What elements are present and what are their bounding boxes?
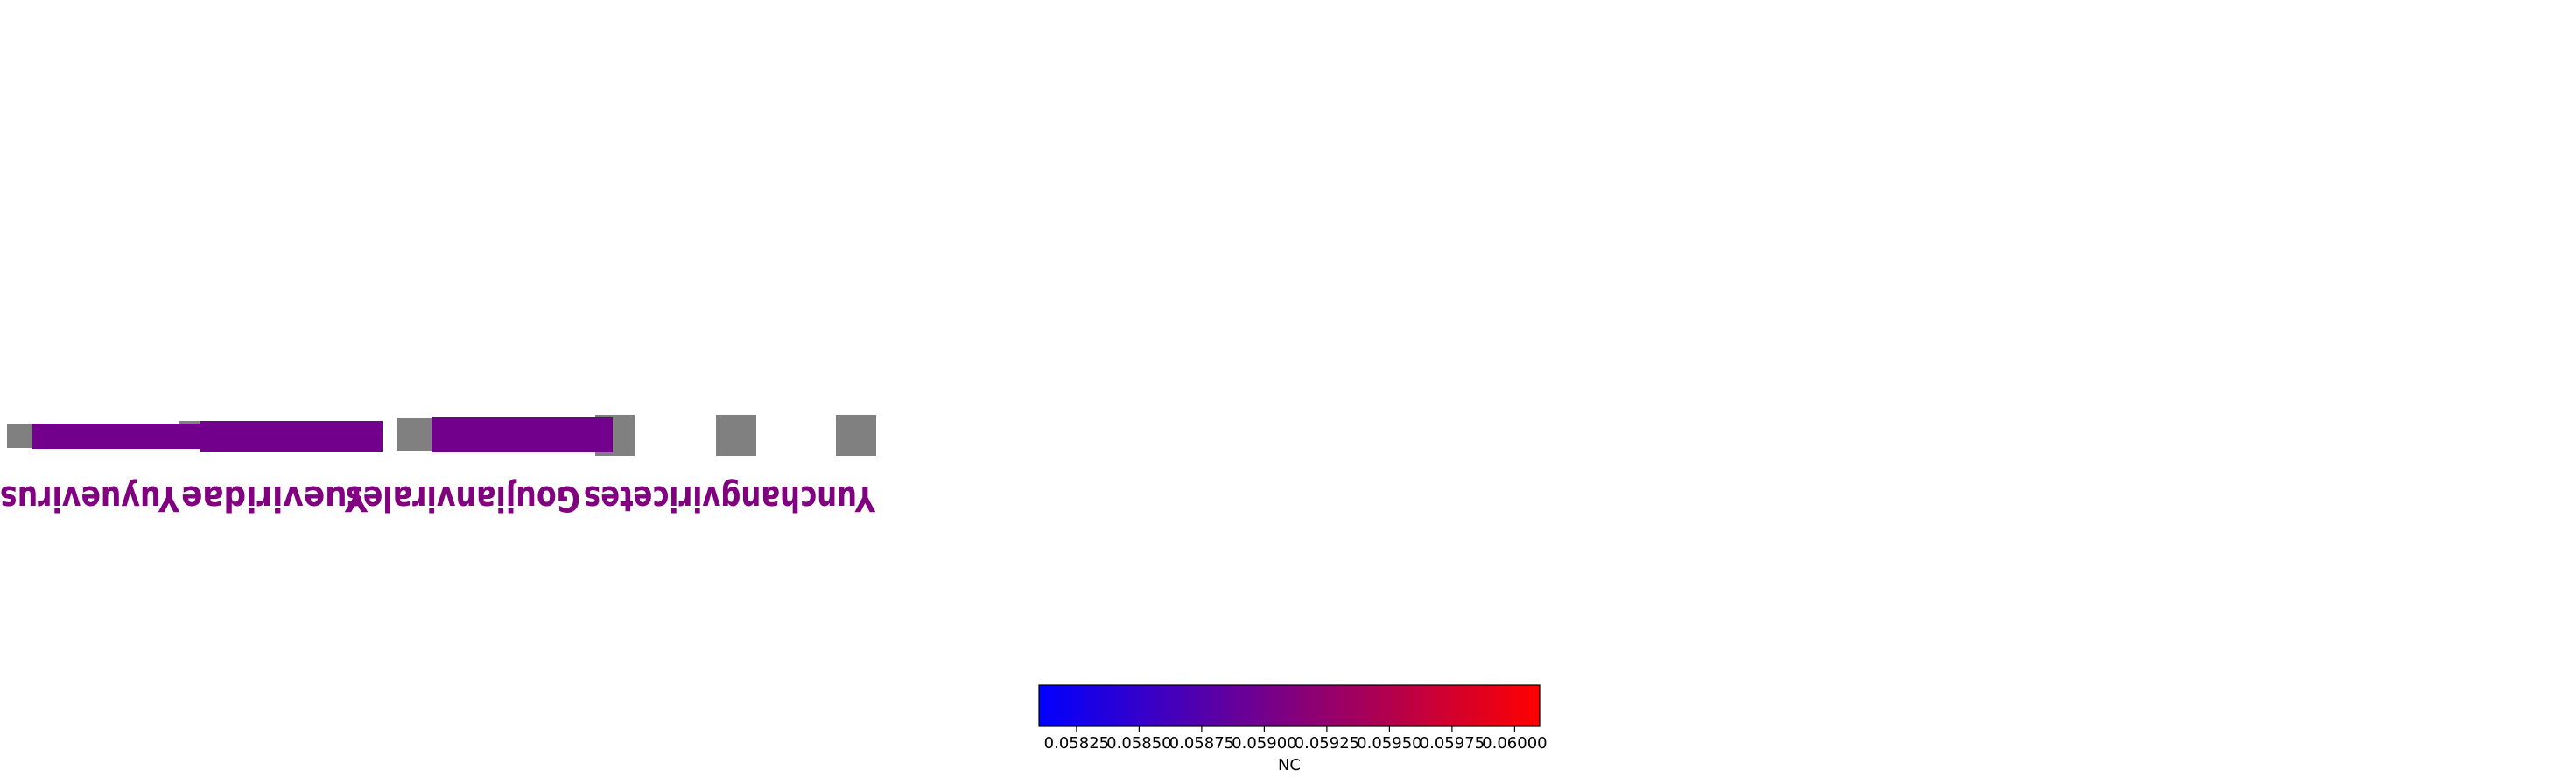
colorbar-ticks: 0.058250.058500.058750.059000.059250.059… <box>1044 726 1548 753</box>
rank-label: Yuyuevirus <box>0 478 180 518</box>
rank-bar <box>200 421 383 452</box>
rank-tile-missing <box>7 424 32 448</box>
rank-label: Yunchangviricetes <box>584 478 876 518</box>
rank-tile-missing <box>836 415 876 456</box>
colorbar: 0.058250.058500.058750.059000.059250.059… <box>1038 684 1548 774</box>
colorbar-tick-label: 0.05925 <box>1295 734 1359 753</box>
colorbar-tick-label: 0.05850 <box>1106 734 1171 753</box>
colorbar-label: NC <box>1278 756 1301 774</box>
colorbar-tick-label: 0.05825 <box>1044 734 1109 753</box>
colorbar-tick-label: 0.06000 <box>1482 734 1547 753</box>
colorbar-gradient <box>1038 684 1541 727</box>
rank-tile-missing <box>397 418 432 451</box>
rank-bar <box>32 424 201 449</box>
rank-label: Yueviridae <box>181 478 369 518</box>
colorbar-tick-label: 0.05975 <box>1420 734 1485 753</box>
rank-tile-missing <box>716 415 756 456</box>
taxonomy-rank-strip: YunchangviricetesGoujianviralesYuevirida… <box>0 415 876 518</box>
colorbar-tick-label: 0.05900 <box>1232 734 1296 753</box>
colorbar-tick-label: 0.05950 <box>1357 734 1421 753</box>
rank-label: Goujianvirales <box>346 478 580 518</box>
rank-bar <box>432 417 613 452</box>
colorbar-tick-label: 0.05875 <box>1169 734 1234 753</box>
